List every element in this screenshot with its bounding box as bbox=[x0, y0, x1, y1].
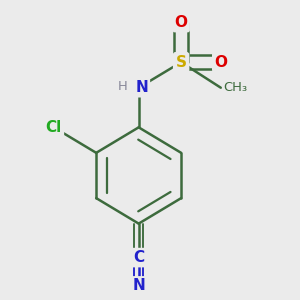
Text: N: N bbox=[135, 80, 148, 95]
Text: H: H bbox=[118, 80, 128, 93]
Text: O: O bbox=[175, 15, 188, 30]
Text: O: O bbox=[214, 55, 227, 70]
Text: N: N bbox=[132, 278, 145, 293]
Text: S: S bbox=[176, 55, 187, 70]
Text: C: C bbox=[133, 250, 144, 265]
Text: Cl: Cl bbox=[46, 120, 62, 135]
Text: CH₃: CH₃ bbox=[224, 81, 248, 94]
